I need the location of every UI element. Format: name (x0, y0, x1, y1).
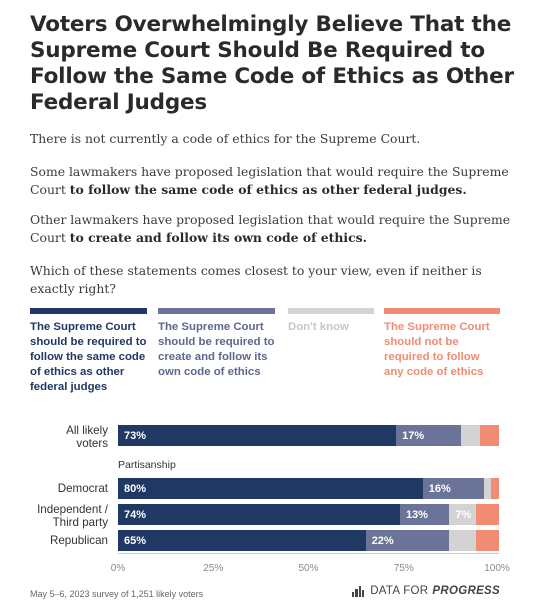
value-label-1-1: 73% (124, 430, 147, 442)
bar-segment-2-4 (491, 478, 499, 499)
brand-bold: PROGRESS (432, 585, 500, 597)
row-label-3-line-1: Independent / (37, 503, 108, 516)
value-label-4-2: 22% (371, 535, 394, 547)
proposal-own-code-bold: to create and follow its own code of eth… (69, 230, 367, 245)
survey-question: Which of these statements comes closest … (30, 263, 482, 296)
chart-title: Voters Overwhelmingly Believe That the S… (30, 12, 514, 115)
row-label-3-line-2: Third party (52, 516, 108, 529)
bar-segment-3-3 (449, 504, 477, 525)
row-label-1: All likely voters (66, 424, 108, 450)
x-tick-label-1: 0% (110, 563, 126, 574)
bar-segment-3-2 (399, 504, 450, 525)
x-tick-label-5: 100% (484, 563, 510, 574)
proposal-own-code: Other lawmakers have proposed legislatio… (30, 211, 515, 247)
value-label-4-1: 65% (124, 535, 147, 547)
legend-swatch-2 (158, 308, 275, 314)
bar-segment-4-4 (476, 530, 499, 551)
brand-plain: DATA FOR (370, 585, 429, 597)
bar-segment-3-4 (476, 504, 499, 525)
legend-item-1: The Supreme Court should be required to … (30, 308, 147, 395)
bar-segment-4-2 (365, 530, 450, 551)
row-label-1-line-1: All likely (66, 424, 108, 437)
bar-segment-4-1 (118, 530, 366, 551)
legend-item-2: The Supreme Court should be required to … (158, 308, 275, 380)
row-label-1-line-2: voters (76, 437, 108, 450)
proposal-same-code-plain: Some lawmakers have proposed legislation… (30, 164, 509, 197)
bar-segment-2-2 (422, 478, 484, 499)
bar-segment-1-2 (396, 425, 461, 446)
legend-swatch-3 (288, 308, 374, 314)
survey-note: May 5–6, 2023 survey of 1,251 likely vot… (30, 589, 204, 599)
x-tick-label-3: 50% (298, 563, 319, 574)
proposal-same-code-bold: to follow the same code of ethics as oth… (69, 182, 467, 197)
bar-chart-icon (352, 585, 365, 597)
legend-label-2: The Supreme Court should be required to … (158, 321, 275, 378)
brand-logo: DATA FOR PROGRESS (352, 585, 500, 597)
value-label-3-1: 74% (124, 509, 147, 521)
row-label-2: Democrat (57, 482, 108, 495)
legend-item-3: Don't know (288, 308, 374, 335)
legend-item-4: The Supreme Court should not be required… (384, 308, 500, 380)
bar-segment-1-4 (479, 425, 499, 446)
legend-label-3: Don't know (288, 321, 349, 333)
proposal-own-code-plain: Other lawmakers have proposed legislatio… (30, 212, 511, 245)
value-label-2-1: 80% (124, 483, 147, 495)
bar-segment-2-1 (118, 478, 423, 499)
value-label-3-3: 7% (455, 509, 472, 521)
bar-segment-1-3 (460, 425, 480, 446)
x-tick-label-4: 75% (393, 563, 414, 574)
row-label-4: Republican (49, 534, 108, 547)
bar-segment-3-1 (118, 504, 400, 525)
legend-swatch-4 (384, 308, 500, 314)
x-axis-line (118, 553, 499, 554)
value-label-1-2: 17% (402, 430, 425, 442)
row-label-3: Independent / Third party (37, 503, 108, 529)
bar-segment-1-1 (118, 425, 397, 446)
value-label-2-2: 16% (428, 483, 451, 495)
x-tick-label-2: 25% (203, 563, 224, 574)
bar-segment-2-3 (483, 478, 492, 499)
section-label-partisanship: Partisanship (118, 459, 176, 471)
legend-label-4: The Supreme Court should not be required… (384, 321, 490, 378)
proposal-same-code: Some lawmakers have proposed legislation… (30, 163, 515, 199)
legend-label-1: The Supreme Court should be required to … (30, 321, 147, 393)
intro-text: There is not currently a code of ethics … (30, 131, 421, 146)
legend-swatch-1 (30, 308, 147, 314)
bar-segment-4-3 (449, 530, 477, 551)
value-label-3-2: 13% (405, 509, 428, 521)
